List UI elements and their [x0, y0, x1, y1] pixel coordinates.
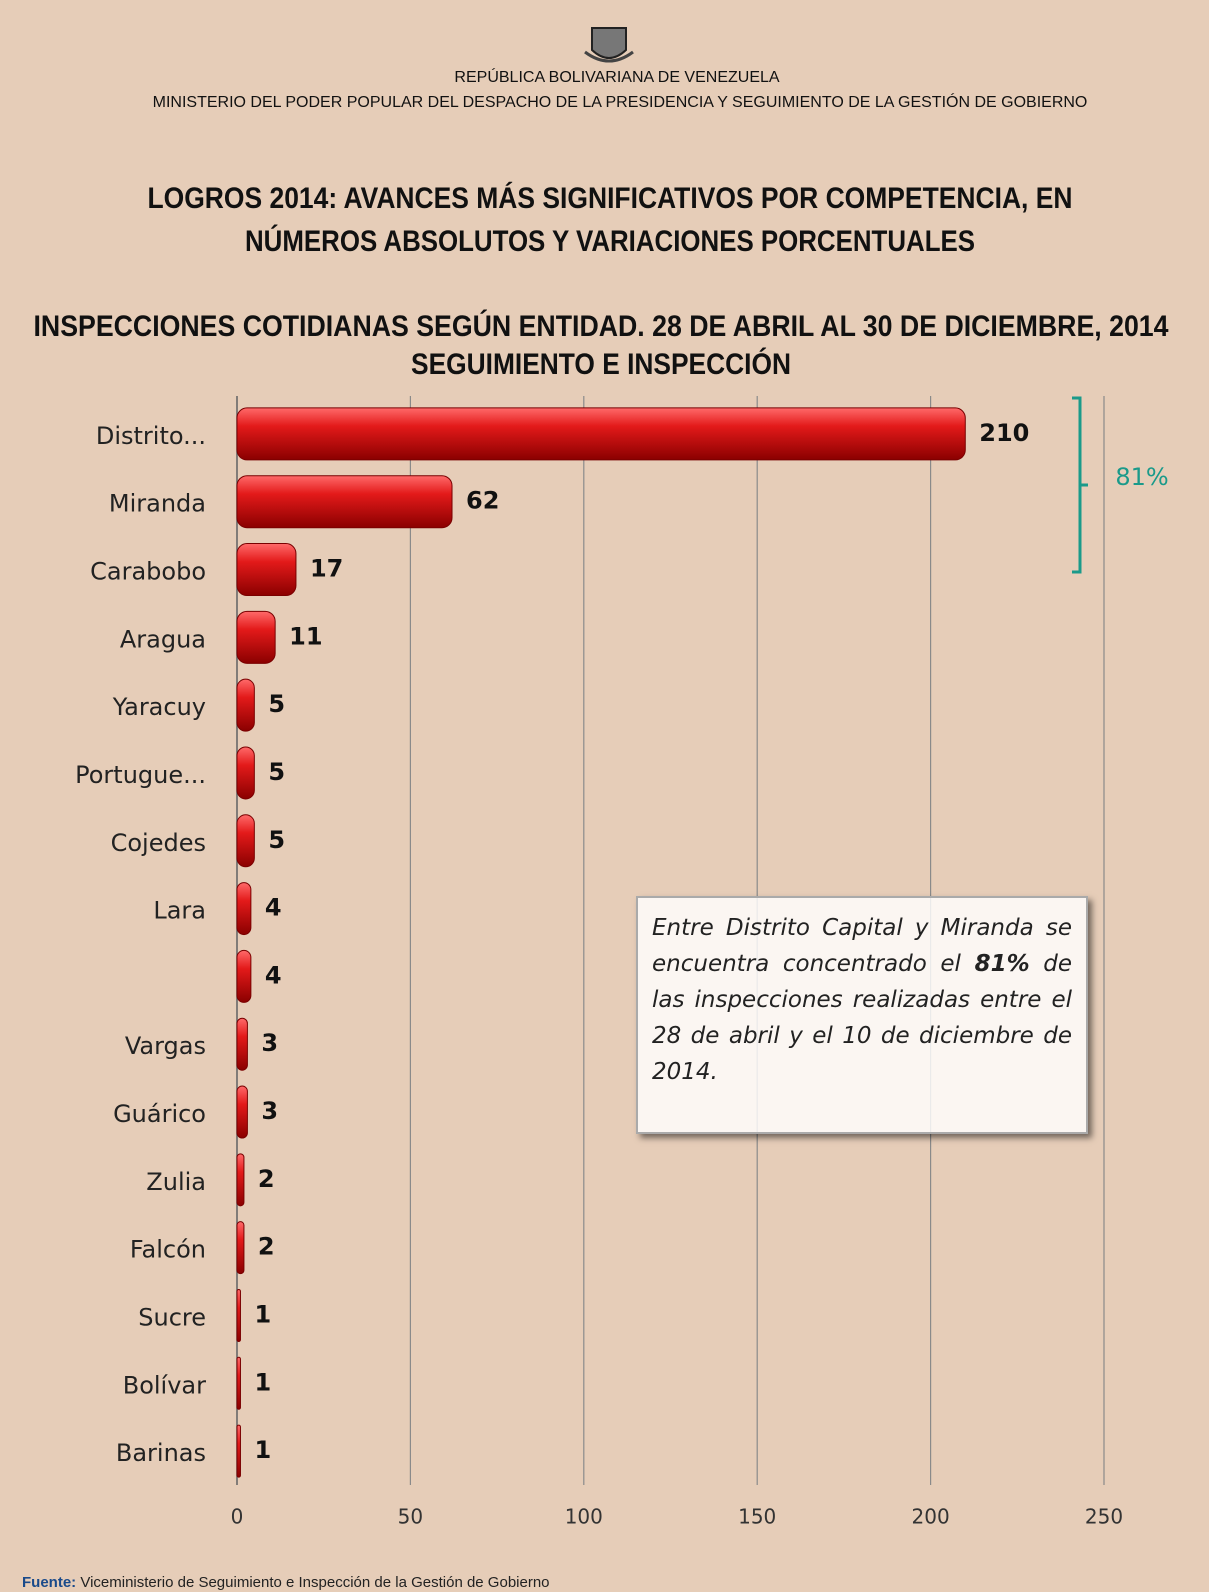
x-tick-label: 100: [565, 1505, 603, 1529]
y-tick-label: Lara: [153, 897, 206, 925]
value-label: 3: [261, 1097, 278, 1125]
value-label: 2: [258, 1165, 275, 1193]
value-label: 3: [261, 1029, 278, 1057]
value-label: 2: [258, 1233, 275, 1261]
bar: [237, 950, 251, 1002]
value-label: 5: [268, 826, 285, 854]
value-label: 210: [979, 419, 1029, 447]
value-label: 17: [310, 555, 343, 583]
value-label: 1: [254, 1368, 271, 1396]
bar: [237, 747, 254, 799]
x-tick-label: 200: [912, 1505, 950, 1529]
x-tick-label: 50: [398, 1505, 423, 1529]
bar: [237, 883, 251, 935]
subtitle: INSPECCIONES COTIDIANAS SEGÚN ENTIDAD. 2…: [34, 309, 1169, 343]
bar: [237, 1154, 244, 1206]
bar: [237, 611, 275, 663]
y-tick-label: Portugue...: [75, 761, 206, 789]
y-tick-label: Falcón: [130, 1236, 206, 1264]
source: Fuente: Viceministerio de Seguimiento e …: [22, 1574, 550, 1591]
value-label: 1: [254, 1300, 271, 1328]
y-tick-label: Carabobo: [90, 558, 206, 586]
y-tick-label: Yaracuy: [112, 693, 206, 721]
value-label: 4: [265, 894, 282, 922]
x-tick-label: 0: [231, 1505, 244, 1529]
y-tick-label: Barinas: [116, 1439, 206, 1467]
y-tick-label: Sucre: [138, 1303, 206, 1331]
value-label: 5: [268, 758, 285, 786]
bar: [237, 1357, 240, 1409]
bar: [237, 1086, 247, 1138]
y-tick-label: Bolívar: [123, 1371, 206, 1399]
annotation-highlight: 81%: [975, 951, 1030, 977]
header-line: REPÚBLICA BOLIVARIANA DE VENEZUELA: [454, 67, 779, 86]
bar: [237, 1289, 240, 1341]
bar: [237, 476, 452, 528]
bar: [237, 679, 254, 731]
bar: [237, 408, 965, 460]
bracket: [1072, 398, 1088, 572]
title: NÚMEROS ABSOLUTOS Y VARIACIONES PORCENTU…: [245, 224, 975, 258]
page: REPÚBLICA BOLIVARIANA DE VENEZUELA MINIS…: [0, 0, 1209, 1592]
bar: [237, 815, 254, 867]
header-line: MINISTERIO DEL PODER POPULAR DEL DESPACH…: [153, 92, 1088, 111]
value-label: 5: [268, 690, 285, 718]
source-label: Fuente:: [22, 1574, 76, 1591]
bar: [237, 1018, 247, 1070]
y-tick-label: Miranda: [109, 490, 206, 518]
source-text: Viceministerio de Seguimiento e Inspecci…: [80, 1574, 549, 1591]
y-tick-label: Guárico: [113, 1100, 206, 1128]
subtitle: SEGUIMIENTO E INSPECCIÓN: [411, 347, 791, 381]
chart: REPÚBLICA BOLIVARIANA DE VENEZUELA MINIS…: [0, 0, 1209, 1592]
bar: [237, 544, 296, 596]
bracket-label: 81%: [1115, 463, 1168, 491]
bar: [237, 1222, 244, 1274]
y-tick-label: Cojedes: [111, 829, 206, 857]
emblem: [585, 28, 633, 61]
x-tick-label: 250: [1085, 1505, 1123, 1529]
value-label: 62: [466, 487, 499, 515]
x-tick-label: 150: [738, 1505, 776, 1529]
value-label: 1: [254, 1436, 271, 1464]
y-tick-label: Vargas: [125, 1032, 206, 1060]
annotation: Entre Distrito Capital y Miranda se encu…: [636, 896, 1088, 1134]
value-label: 11: [289, 622, 322, 650]
bar: [237, 1425, 240, 1477]
y-tick-label: Zulia: [146, 1168, 206, 1196]
value-label: 4: [265, 961, 282, 989]
y-tick-label: Aragua: [120, 625, 206, 653]
y-tick-label: Distrito...: [96, 422, 206, 450]
title: LOGROS 2014: AVANCES MÁS SIGNIFICATIVOS …: [148, 181, 1073, 215]
